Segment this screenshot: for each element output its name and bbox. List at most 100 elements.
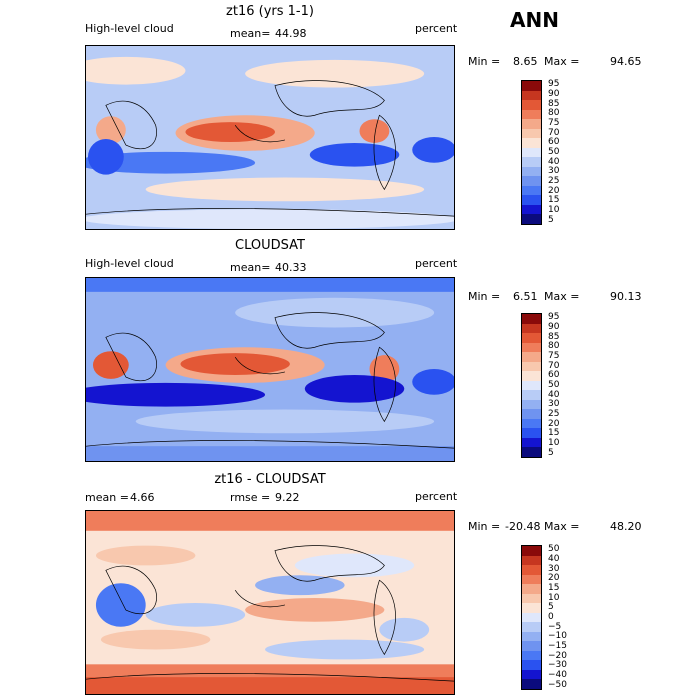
- colorbar-swatch: [522, 418, 541, 429]
- colorbar-swatch: [522, 157, 541, 167]
- panel1-title: zt16 (yrs 1-1): [226, 4, 314, 19]
- colorbar-tick-label: 25: [548, 409, 560, 419]
- colorbar-swatch: [522, 447, 541, 457]
- colorbar-tick-label: −10: [548, 631, 567, 642]
- colorbar-swatch: [522, 380, 541, 391]
- panel3-map: [85, 510, 455, 695]
- colorbar-swatch: [522, 166, 541, 177]
- panel1-min-value: 8.65: [513, 55, 538, 68]
- panel1-min-label: Min =: [468, 55, 501, 68]
- colorbar-tick-label: 75: [548, 118, 560, 128]
- panel2-variable-label: High-level cloud: [85, 257, 174, 270]
- colorbar-swatch: [522, 352, 541, 362]
- colorbar-swatch: [522, 81, 541, 91]
- colorbar-tick-label: 15: [548, 428, 560, 439]
- colorbar-tick-label: 40: [548, 156, 560, 167]
- colorbar-tick-label: 50: [548, 147, 560, 157]
- colorbar-swatch: [522, 204, 541, 215]
- colorbar-swatch: [522, 195, 541, 205]
- colorbar-swatch: [522, 603, 541, 613]
- colorbar-swatch: [522, 342, 541, 353]
- colorbar-swatch: [522, 574, 541, 585]
- colorbar-swatch: [522, 437, 541, 448]
- panel1-max-label: Max =: [544, 55, 580, 68]
- panel1-mean-value: 44.98: [275, 27, 307, 40]
- panel1-variable-label: High-level cloud: [85, 22, 174, 35]
- panel3-units: percent: [415, 490, 458, 503]
- panel2-map: [85, 277, 455, 462]
- colorbar-tick-label: 90: [548, 89, 560, 99]
- panel2-title: CLOUDSAT: [235, 238, 305, 253]
- colorbar-swatch: [522, 90, 541, 101]
- colorbar-swatch: [522, 631, 541, 642]
- colorbar-tick-label: 15: [548, 195, 560, 206]
- colorbar-swatch: [522, 409, 541, 419]
- colorbar-swatch: [522, 565, 541, 575]
- colorbar-swatch: [522, 128, 541, 139]
- colorbar-tick-label: 85: [548, 98, 560, 109]
- colorbar-tick-label: 15: [548, 583, 560, 593]
- colorbar-tick-label: 5: [548, 602, 554, 613]
- colorbar-tick-label: 20: [548, 573, 560, 584]
- colorbar-swatch: [522, 333, 541, 343]
- colorbar-tick-label: 70: [548, 360, 560, 371]
- colorbar-tick-label: 80: [548, 108, 560, 119]
- colorbar-tick-label: 0: [548, 612, 554, 622]
- colorbar-tick-label: 60: [548, 137, 560, 148]
- colorbar-tick-label: 80: [548, 341, 560, 352]
- colorbar-swatch: [522, 185, 541, 196]
- colorbar-tick-label: 30: [548, 166, 560, 177]
- colorbar-tick-label: −30: [548, 660, 567, 671]
- panel3-mean-label: mean =: [85, 491, 129, 504]
- colorbar-swatch: [522, 119, 541, 129]
- colorbar-swatch: [522, 593, 541, 604]
- panel2-max-value: 90.13: [610, 290, 642, 303]
- panel3-map-field: [86, 511, 454, 694]
- colorbar-tick-label: 70: [548, 127, 560, 138]
- colorbar-tick-label: −5: [548, 621, 562, 632]
- colorbar-swatch: [522, 660, 541, 670]
- colorbar-tick-label: 50: [548, 544, 560, 555]
- colorbar-tick-label: 40: [548, 389, 560, 400]
- colorbar-tick-label: 95: [548, 79, 560, 90]
- colorbar-tick-label: −50: [548, 679, 567, 690]
- colorbar-swatch: [522, 612, 541, 623]
- colorbar-tick-label: 85: [548, 331, 560, 342]
- panel3-rmse-label: rmse =: [230, 491, 271, 504]
- panel3-rmse-value: 9.22: [275, 491, 300, 504]
- colorbar-swatch: [522, 109, 541, 120]
- colorbar-tick-label: 60: [548, 370, 560, 381]
- colorbar-tick-label: −15: [548, 641, 567, 651]
- colorbar-tick-label: 25: [548, 176, 560, 186]
- panel2-min-value: 6.51: [513, 290, 538, 303]
- panel2-mean-value: 40.33: [275, 261, 307, 274]
- panel1-units: percent: [415, 22, 458, 35]
- colorbar-tick-label: 75: [548, 351, 560, 361]
- colorbar-tick-label: −40: [548, 670, 567, 680]
- colorbar-swatch: [522, 361, 541, 372]
- colorbar-tick-label: 40: [548, 554, 560, 564]
- panel2-units: percent: [415, 257, 458, 270]
- colorbar-tick-label: 10: [548, 592, 560, 603]
- panel3-min-label: Min =: [468, 520, 501, 533]
- colorbar-tick-label: 30: [548, 563, 560, 574]
- colorbar-swatch: [522, 428, 541, 438]
- colorbar-tick-label: −20: [548, 650, 567, 661]
- colorbar-swatch: [522, 622, 541, 632]
- colorbar-tick-label: 10: [548, 438, 560, 448]
- colorbar-swatch: [522, 669, 541, 680]
- colorbar-swatch: [522, 323, 541, 334]
- colorbar-swatch: [522, 100, 541, 110]
- panel1-map-field: [86, 46, 454, 229]
- colorbar-swatch: [522, 641, 541, 651]
- season-label: ANN: [510, 8, 559, 32]
- colorbar-tick-label: 5: [548, 447, 554, 458]
- panel3-mean-value: 4.66: [130, 491, 155, 504]
- colorbar-swatch: [522, 679, 541, 689]
- colorbar-swatch: [522, 138, 541, 148]
- panel1-map: [85, 45, 455, 230]
- panel3-title: zt16 - CLOUDSAT: [214, 472, 326, 487]
- colorbar-swatch: [522, 555, 541, 566]
- colorbar-tick-label: 20: [548, 185, 560, 196]
- panel2-min-label: Min =: [468, 290, 501, 303]
